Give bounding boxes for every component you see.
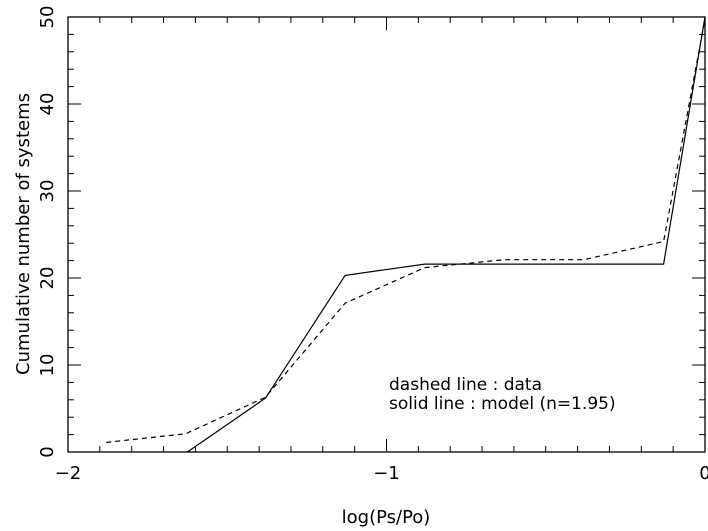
annotation-model: solid line : model (n=1.95) [389, 394, 616, 414]
y-tick-label: 30 [37, 180, 58, 203]
y-tick-label: 0 [37, 446, 58, 457]
x-tick-label: 0 [699, 463, 708, 484]
series-layer [106, 16, 706, 453]
y-tick-label: 10 [37, 354, 58, 377]
annotation-data: dashed line : data [389, 375, 542, 395]
ticks [67, 16, 706, 453]
model-series-line [187, 16, 706, 453]
x-tick-label: −1 [373, 463, 400, 484]
plot-frame [67, 16, 706, 453]
y-tick-label: 20 [37, 267, 58, 290]
y-tick-label: 40 [37, 93, 58, 116]
y-tick-label: 50 [37, 6, 58, 29]
y-axis-label: Cumulative number of systems [13, 93, 34, 375]
tick-labels: −2 −1 0 0 10 20 30 40 50 [37, 6, 708, 484]
x-axis-label: log(Ps/Po) [342, 507, 431, 528]
data-series-line [106, 18, 706, 443]
x-tick-label: −2 [55, 463, 82, 484]
